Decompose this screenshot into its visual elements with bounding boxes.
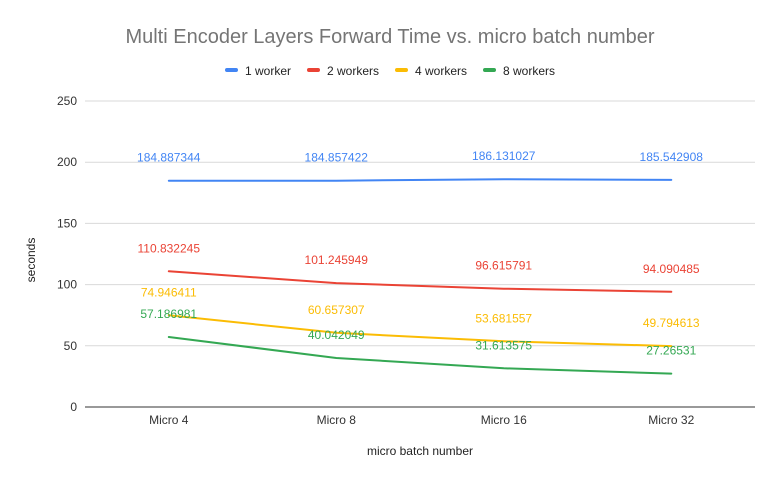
y-tick-label: 100 <box>57 278 77 292</box>
y-tick-label: 250 <box>57 94 77 108</box>
data-label: 40.042049 <box>308 328 365 342</box>
data-label: 186.131027 <box>472 149 536 163</box>
legend-swatch <box>483 68 496 72</box>
series-line-1 <box>167 178 673 182</box>
data-label: 101.245949 <box>305 253 369 267</box>
data-label: 27.26531 <box>646 344 696 358</box>
chart-title: Multi Encoder Layers Forward Time vs. mi… <box>125 26 654 48</box>
data-label: 57.186981 <box>140 307 197 321</box>
x-tick-label: Micro 16 <box>481 413 527 427</box>
legend-label: 2 workers <box>327 64 379 78</box>
x-tick-label: Micro 8 <box>317 413 357 427</box>
legend-swatch <box>395 68 408 72</box>
legend-item: 8 workers <box>483 64 555 78</box>
legend-item: 4 workers <box>395 64 467 78</box>
legend-item: 1 worker <box>225 64 291 78</box>
series-line-4 <box>167 336 673 375</box>
y-axis-ticks: 0 50 100 150 200 250 <box>57 94 77 414</box>
data-label: 94.090485 <box>643 262 700 276</box>
series-line-2 <box>167 270 673 293</box>
data-label: 96.615791 <box>475 259 532 273</box>
y-tick-label: 0 <box>70 400 77 414</box>
x-axis-ticks: Micro 4 Micro 8 Micro 16 Micro 32 <box>149 413 695 427</box>
data-label: 184.887344 <box>137 151 201 165</box>
legend-label: 8 workers <box>503 64 555 78</box>
legend-label: 4 workers <box>415 64 467 78</box>
data-label: 31.613575 <box>475 338 532 352</box>
y-tick-label: 150 <box>57 216 77 230</box>
data-label: 60.657307 <box>308 303 365 317</box>
y-tick-label: 50 <box>64 339 78 353</box>
legend-item: 2 workers <box>307 64 379 78</box>
legend: 1 worker 2 workers 4 workers 8 workers <box>225 64 555 78</box>
x-tick-label: Micro 4 <box>149 413 189 427</box>
series-line-3 <box>167 314 673 348</box>
data-label: 185.542908 <box>640 150 704 164</box>
x-tick-label: Micro 32 <box>648 413 694 427</box>
legend-swatch <box>307 68 320 72</box>
series-lines <box>167 178 673 375</box>
gridlines <box>85 100 755 408</box>
data-label: 49.794613 <box>643 316 700 330</box>
y-tick-label: 200 <box>57 155 77 169</box>
y-axis-title: seconds <box>24 238 38 283</box>
legend-label: 1 worker <box>245 64 291 78</box>
data-label: 184.857422 <box>305 151 369 165</box>
data-labels: 184.887344 184.857422 186.131027 185.542908… <box>137 149 703 357</box>
data-label: 110.832245 <box>137 241 200 255</box>
data-label: 74.946411 <box>141 285 197 299</box>
x-axis-title: micro batch number <box>367 444 473 458</box>
data-label: 53.681557 <box>475 311 532 325</box>
legend-swatch <box>225 68 238 72</box>
